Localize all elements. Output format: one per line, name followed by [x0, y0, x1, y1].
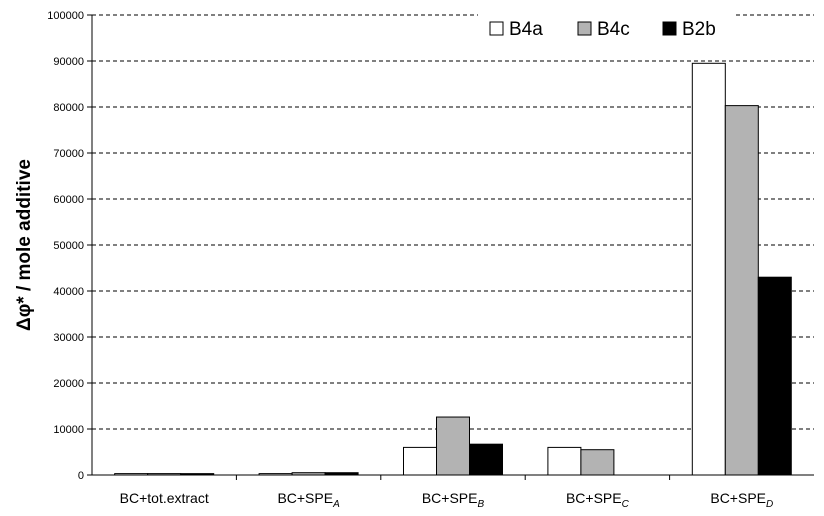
- y-tick-label: 40000: [53, 286, 84, 298]
- y-tick-labels: 0 10000 20000 30000 40000 50000 60000 70000 8000…: [47, 10, 84, 482]
- legend-label-b4a: B4a: [509, 19, 543, 40]
- y-axis-label: Δφ* / mole additive: [14, 159, 35, 331]
- y-tick-label: 70000: [53, 148, 84, 160]
- x-tick-label: BC+SPED: [710, 490, 773, 510]
- bar-b4c-4: [580, 449, 615, 476]
- axes: [87, 14, 814, 480]
- y-tick-label: 10000: [53, 424, 84, 436]
- bar-b4c-5: [724, 105, 759, 476]
- bar-b4a-5: [691, 62, 726, 476]
- bar-b4a-4: [547, 446, 582, 476]
- legend-swatch-b4a: [489, 21, 504, 36]
- y-tick-label: 20000: [53, 378, 84, 390]
- legend-swatch-b4c: [577, 21, 592, 36]
- legend-label-b2b: B2b: [682, 19, 716, 40]
- legend-background: [478, 6, 736, 44]
- bar-b2b-5: [757, 276, 792, 476]
- bar-b4a-3: [403, 446, 437, 476]
- x-tick-label: BC+SPEB: [422, 490, 485, 510]
- bar-b4c-3: [436, 416, 470, 476]
- y-tick-label: 30000: [53, 332, 84, 344]
- x-tick-label: BC+SPEC: [566, 490, 630, 510]
- legend: B4a B4c B2b: [478, 6, 736, 44]
- legend-swatch-b2b: [662, 21, 677, 36]
- y-tick-label: 100000: [47, 10, 84, 22]
- x-tick-labels: BC+tot.extract BC+SPEA BC+SPEB BC+SPEC BC+SP…: [120, 490, 774, 510]
- x-tick-label: BC+SPEA: [277, 490, 340, 510]
- y-tick-label: 60000: [53, 194, 84, 206]
- legend-label-b4c: B4c: [597, 19, 630, 40]
- y-tick-label: 80000: [53, 102, 84, 114]
- bars: [114, 62, 792, 476]
- y-tick-label: 90000: [53, 56, 84, 68]
- x-tick-label: BC+tot.extract: [120, 490, 209, 506]
- y-tick-label: 0: [78, 470, 84, 482]
- bar-b2b-3: [469, 443, 503, 476]
- y-tick-label: 50000: [53, 240, 84, 252]
- grid-lines: [92, 14, 814, 430]
